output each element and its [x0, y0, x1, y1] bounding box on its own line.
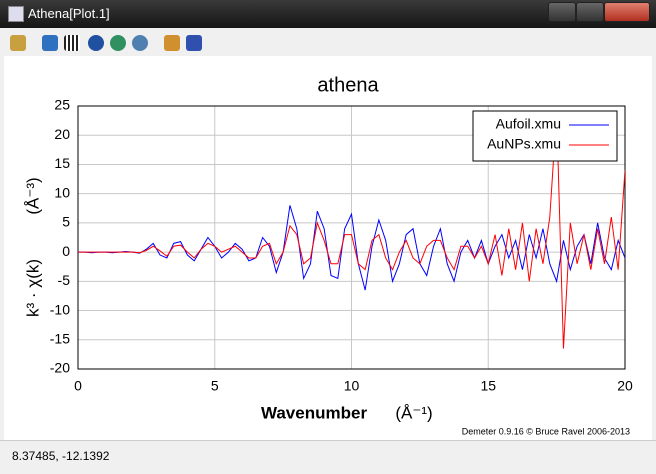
zoom-fit-button[interactable]: [132, 35, 148, 51]
zoom-in-button[interactable]: [88, 35, 104, 51]
grid-button[interactable]: [64, 35, 80, 51]
chart: athena k³ · χ(k) (Å⁻³) Wavenumber (Å⁻¹) …: [23, 74, 633, 436]
minimize-button[interactable]: [548, 2, 576, 22]
data-line: [78, 111, 625, 349]
window-title: Athena[Plot.1]: [28, 6, 110, 21]
settings-button[interactable]: [164, 35, 180, 51]
legend-label: Aufoil.xmu: [496, 116, 561, 132]
y-tick-label: 10: [54, 184, 70, 200]
maximize-button[interactable]: [576, 2, 604, 22]
x-tick-label: 10: [344, 378, 360, 394]
x-tick-label: 5: [211, 378, 219, 394]
help-button[interactable]: [186, 35, 202, 51]
plot-frame: [77, 105, 626, 370]
status-text: 8.37485, -12.1392: [12, 449, 110, 463]
refresh-button[interactable]: [42, 35, 58, 51]
legend-label: AuNPs.xmu: [487, 136, 561, 152]
y-tick-label: -5: [58, 272, 71, 288]
app-icon: [8, 6, 24, 22]
x-tick-label: 15: [480, 378, 496, 394]
chart-title: athena: [317, 74, 379, 96]
y-tick-label: -20: [50, 360, 70, 376]
credit: Demeter 0.9.16 © Bruce Ravel 2006-2013: [462, 426, 630, 436]
x-tick-label: 20: [617, 378, 633, 394]
plot-area: athena k³ · χ(k) (Å⁻³) Wavenumber (Å⁻¹) …: [4, 56, 652, 440]
y-tick-label: 25: [54, 97, 70, 113]
y-tick-label: -10: [50, 301, 70, 317]
close-button[interactable]: [604, 2, 650, 22]
save-button[interactable]: [10, 35, 26, 51]
y-tick-label: 15: [54, 155, 70, 171]
y-tick-label: -15: [50, 330, 70, 346]
x-tick-label: 0: [74, 378, 82, 394]
y-tick-label: 0: [62, 243, 70, 259]
toolbar: [4, 30, 652, 56]
y-axis-unit: (Å⁻³): [23, 177, 42, 214]
status-bar: 8.37485, -12.1392: [0, 440, 656, 474]
y-tick-label: 5: [62, 214, 70, 230]
zoom-out-button[interactable]: [110, 35, 126, 51]
y-axis-label: k³ · χ(k): [23, 259, 42, 317]
title-bar: Athena[Plot.1]: [0, 0, 656, 28]
y-tick-label: 20: [54, 126, 70, 142]
legend-box: [472, 110, 618, 162]
x-axis-unit: (Å⁻¹): [395, 403, 432, 422]
x-axis-label: Wavenumber: [261, 403, 368, 422]
